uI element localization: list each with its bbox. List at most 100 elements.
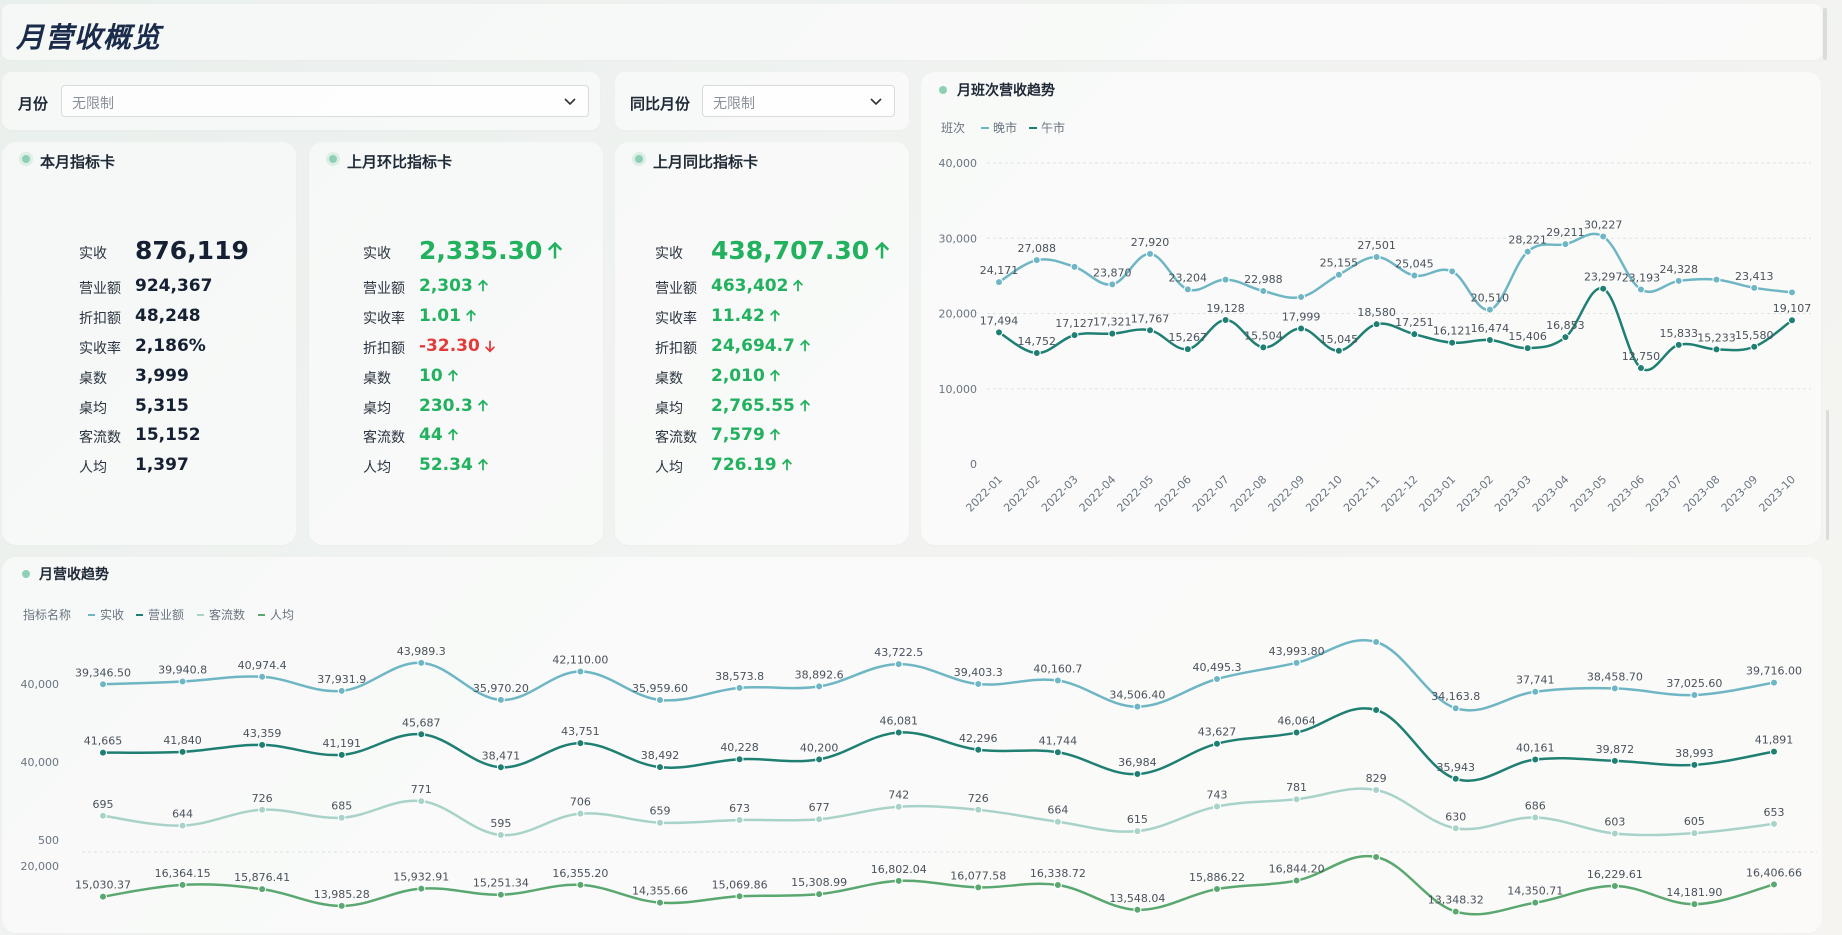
x-tick-label: 2023-05 [1568,473,1610,515]
kpi-value: 1,397 [135,455,189,475]
data-label: 41,840 [163,734,202,747]
month-select[interactable]: 无限制 [61,85,589,117]
data-label: 13,985.28 [314,888,370,901]
data-point [1690,900,1699,909]
kpi-label: 桌均 [363,401,391,417]
data-point [1531,813,1540,822]
arrow-up-icon [447,428,458,441]
data-label: 39,716.00 [1746,665,1802,678]
data-label: 27,088 [1018,242,1057,255]
data-point [99,680,107,689]
kpi-label: 实收率 [363,311,405,327]
data-label: 16,802.04 [871,863,927,876]
data-label: 15,876.41 [234,871,290,884]
data-point [99,748,107,757]
card-title: 本月指标卡 [22,151,115,172]
header-bar [2,4,1822,60]
scrollbar-right[interactable] [1826,410,1829,540]
data-label: 34,506.40 [1109,689,1165,702]
data-point [1750,342,1759,351]
x-tick-label: 2023-04 [1530,473,1572,515]
data-label: 644 [172,808,193,821]
y-tick-label: 40,000 [21,756,60,769]
data-point [576,739,585,748]
data-point [1599,284,1608,293]
x-tick-label: 2022-08 [1228,473,1270,515]
card-mom [309,142,603,545]
data-label: 706 [570,796,591,809]
data-point [1674,276,1683,285]
series-line [998,287,1793,372]
data-label: 39,872 [1596,743,1635,756]
card-current-month [2,142,296,545]
data-point [1531,755,1540,764]
data-point [1561,333,1570,342]
data-label: 38,458.70 [1587,670,1643,683]
kpi-label: 客流数 [363,430,405,446]
kpi-value: 44 [419,425,460,445]
kpi-value: -32.30 [419,336,497,356]
card-yoy [615,142,909,545]
data-point [1133,702,1142,711]
data-label: 18,580 [1357,306,1396,319]
arrow-up-icon [477,458,488,471]
kpi-value: 15,152 [135,425,201,445]
data-point [1146,249,1155,258]
y-tick-label: 20,000 [21,860,60,873]
x-tick-label: 2022-09 [1266,473,1308,515]
kpi-value-text: 5,315 [135,396,189,416]
data-point [1292,876,1301,885]
data-point [1770,819,1778,828]
data-point [1610,756,1619,765]
kpi-value: 11.42 [711,306,782,326]
chevron-down-icon [870,98,882,106]
data-point [337,686,346,695]
card-title: 上月环比指标卡 [329,151,452,172]
data-point [1451,704,1460,713]
data-point [1485,336,1494,345]
data-label: 42,110.00 [552,654,608,667]
series-line [102,854,1775,916]
kpi-value: 10 [419,366,460,386]
arrow-up-icon [465,309,476,322]
data-label: 726 [968,792,989,805]
data-point [258,885,267,894]
data-point [1448,267,1457,276]
kpi-value-text: 876,119 [135,236,249,265]
kpi-label: 客流数 [655,430,697,446]
data-label: 15,267 [1169,331,1208,344]
scrollbar-top[interactable] [1823,8,1827,60]
kpi-label: 人均 [363,460,391,476]
data-label: 653 [1764,806,1785,819]
data-point [1213,674,1221,683]
yoy-month-select[interactable]: 无限制 [702,85,895,117]
data-label: 35,970.20 [473,682,529,695]
data-point [1183,285,1192,294]
data-label: 16,474 [1471,322,1510,335]
data-label: 781 [1286,781,1307,794]
data-point [1636,285,1645,294]
card-title-text: 上月同比指标卡 [653,153,759,171]
data-label: 686 [1525,800,1546,813]
data-point [1372,853,1381,861]
x-tick-label: 2022-06 [1152,473,1194,515]
data-label: 14,752 [1018,335,1057,348]
data-point [1108,329,1117,338]
series-line [998,232,1793,311]
data-label: 29,211 [1546,226,1585,239]
data-point [1070,262,1079,271]
arrow-down-icon [484,340,495,353]
data-label: 25,155 [1320,257,1359,270]
bullet-dot-icon [22,155,30,163]
chart-title: 月营收趋势 [38,566,109,583]
kpi-value-text: 230.3 [419,396,473,416]
data-point [337,750,346,759]
data-label: 20,510 [1471,292,1510,305]
data-label: 40,974.4 [238,659,287,672]
legend-item: 人均 [270,608,294,622]
data-point [1610,684,1619,693]
month-filter-label: 月份 [18,95,49,113]
legend-item: 晚市 [993,120,1017,135]
kpi-value-text: 2,765.55 [711,396,795,416]
